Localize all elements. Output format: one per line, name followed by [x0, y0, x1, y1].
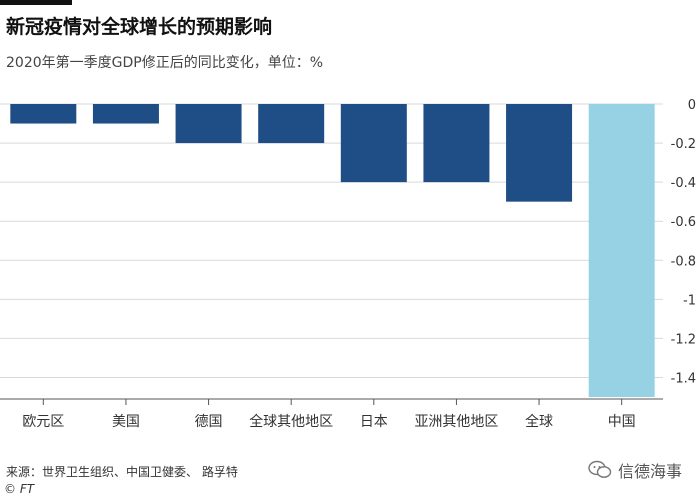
- x-tick-label: 日本: [360, 414, 388, 430]
- y-tick-label: -1.4: [671, 371, 696, 386]
- chart-title: 新冠疫情对全球增长的预期影响: [6, 16, 273, 38]
- x-tick-label: 美国: [112, 414, 140, 430]
- y-tick-label: -1: [683, 293, 696, 308]
- bar-0: [10, 104, 77, 124]
- x-tick-label: 全球: [525, 413, 553, 430]
- header-accent-bar: [0, 0, 72, 5]
- bar-2: [175, 104, 242, 144]
- x-tick-label: 中国: [608, 414, 636, 430]
- credit-note: © FT: [4, 482, 35, 496]
- wechat-icon: [588, 460, 612, 478]
- x-tick-label: 德国: [195, 414, 223, 430]
- watermark-text: 信德海事: [617, 462, 682, 481]
- y-tick-label: -0.8: [671, 254, 696, 269]
- y-tick-label: -1.2: [671, 332, 696, 347]
- y-tick-label: -0.2: [671, 137, 696, 152]
- bar-4: [340, 104, 407, 183]
- bar-5: [423, 104, 490, 183]
- chart-subtitle: 2020年第一季度GDP修正后的同比变化，单位：%: [6, 55, 324, 71]
- x-tick-label: 全球其他地区: [249, 413, 333, 430]
- source-note: 来源：世界卫生组织、中国卫健委、 路孚特: [6, 465, 238, 479]
- bar-7: [588, 104, 655, 397]
- watermark: 信德海事: [588, 458, 682, 482]
- x-tick-label: 亚洲其他地区: [414, 414, 498, 430]
- bar-3: [258, 104, 325, 144]
- bar-1: [92, 104, 159, 124]
- bar-chart: 0 -0.2 -0.4 -0.6 -0.8 -1 -1.2 -1.4 欧元区 美国 德国 全球其他地…: [0, 98, 696, 430]
- y-tick-label: -0.6: [671, 215, 696, 230]
- y-tick-label: 0: [688, 98, 696, 113]
- x-tick-label: 欧元区: [22, 414, 64, 430]
- bar-6: [506, 104, 573, 202]
- y-tick-label: -0.4: [671, 176, 696, 191]
